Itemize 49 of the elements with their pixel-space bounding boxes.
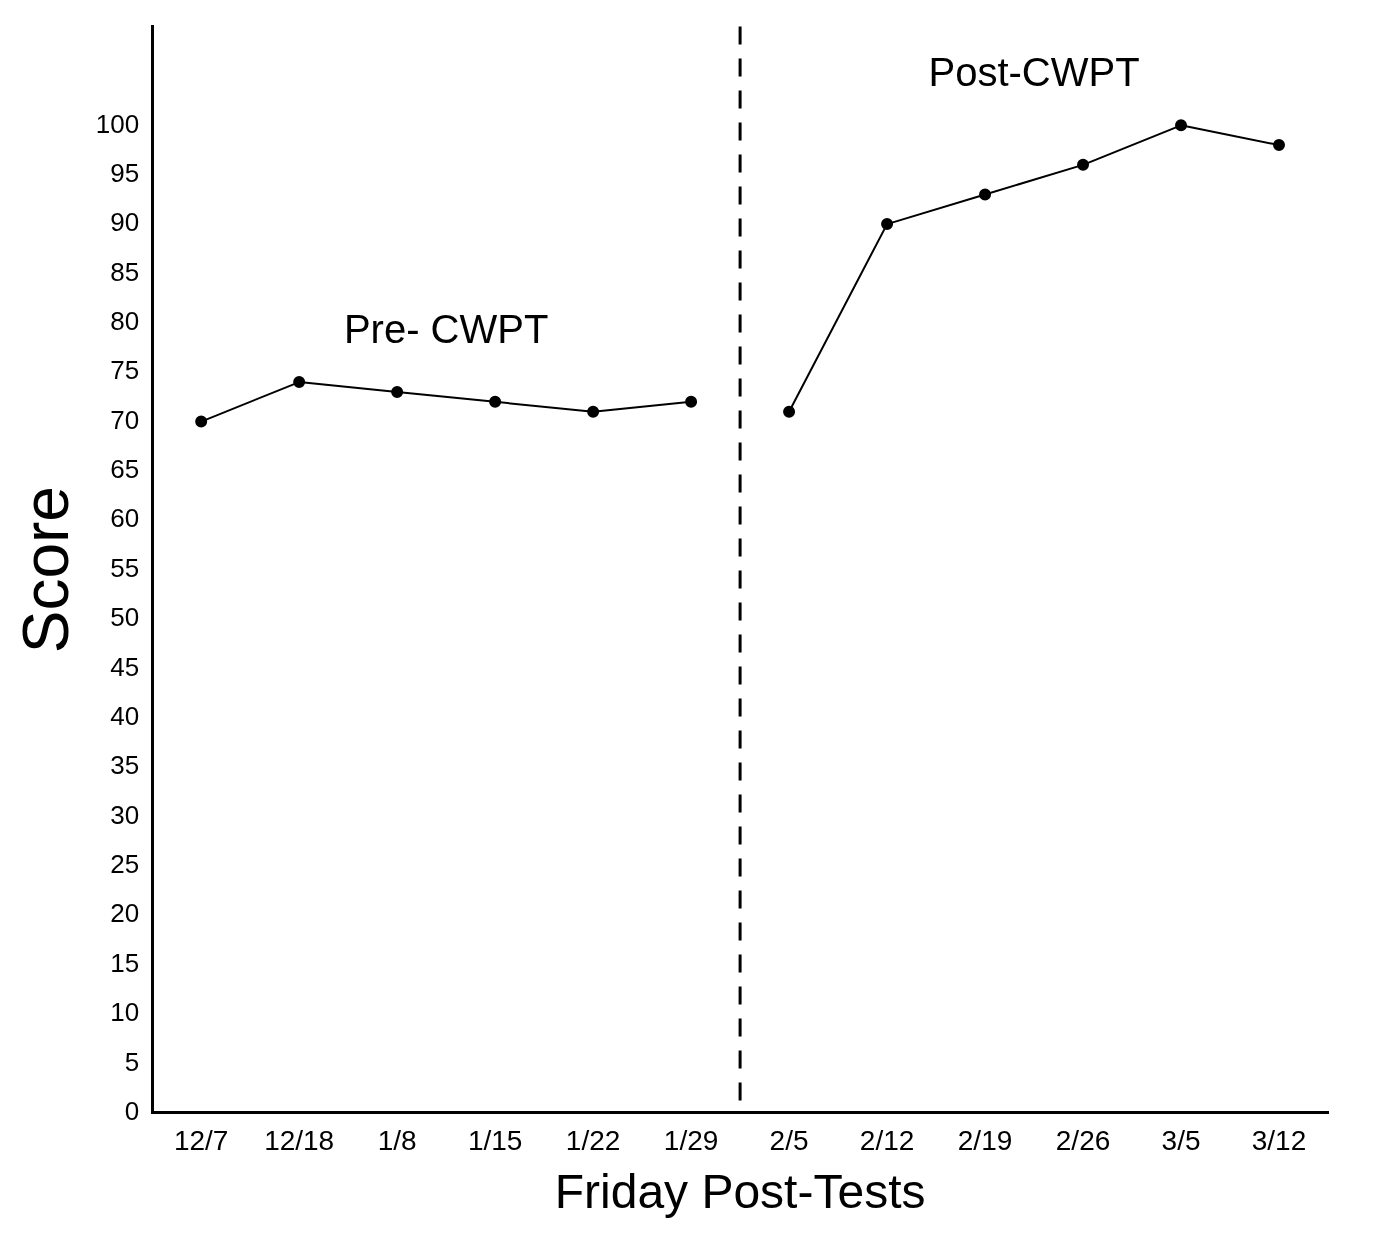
y-tick-label: 75 bbox=[110, 355, 140, 386]
y-tick-label: 95 bbox=[110, 157, 140, 188]
x-tick-label: 12/18 bbox=[264, 1125, 335, 1157]
x-tick-label: 2/12 bbox=[859, 1125, 915, 1157]
series-label: Post-CWPT bbox=[928, 50, 1140, 95]
y-tick-label: 85 bbox=[110, 256, 140, 287]
point bbox=[195, 415, 208, 428]
y-tick-label: 100 bbox=[95, 108, 140, 139]
y-tick-label: 35 bbox=[110, 750, 140, 781]
x-tick-label: 2/26 bbox=[1055, 1125, 1111, 1157]
y-tick-label: 10 bbox=[110, 997, 140, 1028]
y-tick-label: 5 bbox=[124, 1046, 140, 1077]
x-tick-label: 1/8 bbox=[377, 1125, 417, 1157]
y-tick-label: 30 bbox=[110, 799, 140, 830]
point bbox=[1175, 119, 1188, 132]
y-tick-label: 55 bbox=[110, 552, 140, 583]
point bbox=[881, 218, 894, 231]
y-tick-label: 15 bbox=[110, 947, 140, 978]
series-label: Pre- CWPT bbox=[343, 307, 549, 352]
point bbox=[1077, 158, 1090, 171]
y-tick-label: 40 bbox=[110, 700, 140, 731]
y-tick-label: 90 bbox=[110, 207, 140, 238]
point bbox=[685, 395, 698, 408]
y-tick-label: 50 bbox=[110, 602, 140, 633]
y-tick-label: 45 bbox=[110, 651, 140, 682]
y-axis-title: Score bbox=[10, 486, 83, 654]
point bbox=[1273, 139, 1286, 152]
point bbox=[783, 405, 796, 418]
point bbox=[587, 405, 600, 418]
point bbox=[489, 395, 502, 408]
x-tick-label: 3/12 bbox=[1251, 1125, 1307, 1157]
point bbox=[391, 385, 404, 398]
y-tick-label: 60 bbox=[110, 503, 140, 534]
y-tick-label: 0 bbox=[124, 1095, 140, 1126]
y-tick-label: 70 bbox=[110, 404, 140, 435]
x-tick-label: 1/22 bbox=[565, 1125, 621, 1157]
y-tick-label: 80 bbox=[110, 306, 140, 337]
x-tick-label: 3/5 bbox=[1161, 1125, 1201, 1157]
x-axis-title: Friday Post-Tests bbox=[554, 1165, 926, 1219]
x-tick-label: 2/5 bbox=[769, 1125, 809, 1157]
point bbox=[293, 376, 306, 389]
x-tick-label: 12/7 bbox=[173, 1125, 229, 1157]
x-tick-label: 1/29 bbox=[663, 1125, 719, 1157]
x-tick-label: 2/19 bbox=[957, 1125, 1013, 1157]
y-tick-label: 25 bbox=[110, 849, 140, 880]
y-tick-label: 20 bbox=[110, 898, 140, 929]
point bbox=[979, 188, 992, 201]
y-tick-label: 65 bbox=[110, 454, 140, 485]
x-tick-label: 1/15 bbox=[467, 1125, 523, 1157]
